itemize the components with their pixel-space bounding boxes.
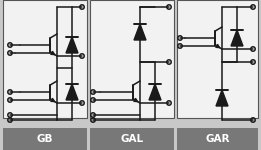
Text: GB: GB [37, 134, 53, 144]
Polygon shape [134, 98, 138, 102]
Polygon shape [216, 90, 228, 106]
Bar [3, 128, 87, 150]
Bar [90, 0, 174, 118]
Polygon shape [231, 30, 243, 46]
Polygon shape [149, 84, 161, 100]
Polygon shape [66, 37, 78, 53]
Text: GAR: GAR [205, 134, 230, 144]
Bar [3, 0, 87, 118]
Polygon shape [134, 24, 146, 40]
Text: GAL: GAL [120, 134, 144, 144]
Polygon shape [66, 84, 78, 100]
Bar [177, 0, 258, 118]
Polygon shape [216, 44, 220, 48]
Polygon shape [51, 98, 55, 102]
Bar [90, 128, 174, 150]
Polygon shape [51, 51, 55, 55]
Bar [177, 128, 258, 150]
